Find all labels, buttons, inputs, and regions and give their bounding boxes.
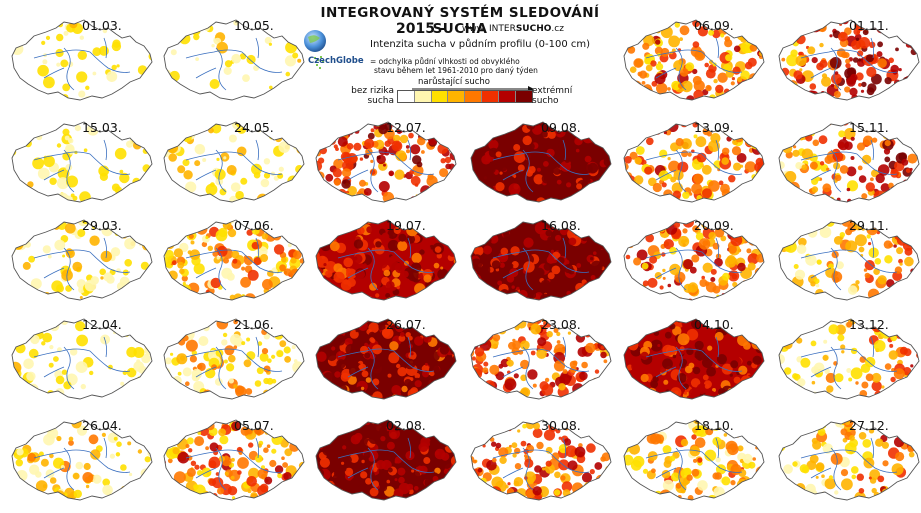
drought-map-06-09: 06.09. <box>616 8 769 110</box>
subtitle: Intenzita sucha v půdním profilu (0-100 … <box>370 39 591 50</box>
drought-map-09-08: 09.08. <box>463 110 616 212</box>
map-date-label: 13.12. <box>849 317 889 332</box>
map-date-label: 20.09. <box>694 218 734 233</box>
drought-map-29-11: 29.11. <box>771 208 921 310</box>
legend-left-label-2: sucha <box>367 96 394 106</box>
legend-arrow-label: narůstající sucho <box>418 77 490 87</box>
legend-left-label-1: bez rizika <box>351 86 394 96</box>
country-shape <box>779 319 919 399</box>
map-date-label: 12.07. <box>386 120 426 135</box>
map-date-label: 15.03. <box>82 120 122 135</box>
drought-map-02-08: 02.08. <box>308 408 461 510</box>
drought-map-26-04: 26.04. <box>4 408 157 510</box>
drought-map-27-12: 27.12. <box>771 408 921 510</box>
drought-map-16-08: 16.08. <box>463 208 616 310</box>
map-date-label: 01.03. <box>82 18 122 33</box>
legend-swatch-1 <box>414 91 432 102</box>
website-suffix: .cz <box>551 24 564 34</box>
legend-swatch-6 <box>498 91 516 102</box>
drought-map-04-10: 04.10. <box>616 307 769 409</box>
map-date-label: 21.06. <box>234 317 274 332</box>
drought-map-07-06: 07.06. <box>156 208 309 310</box>
description-line-1: = odchylka půdní vlhkosti od obvyklého <box>370 57 520 66</box>
drought-map-12-07: 12.07. <box>308 110 461 212</box>
map-date-label: 12.04. <box>82 317 122 332</box>
website-prefix: www. <box>462 24 487 34</box>
map-date-label: 02.08. <box>386 418 426 433</box>
drought-map-24-05: 24.05. <box>156 110 309 212</box>
legend-right-label-2: sucho <box>532 96 559 106</box>
drought-map-30-08: 30.08. <box>463 408 616 510</box>
website-link[interactable]: www. INTERSUCHO.cz <box>462 24 564 34</box>
map-date-label: 15.11. <box>849 120 889 135</box>
map-date-label: 18.10. <box>694 418 734 433</box>
map-date-label: 05.07. <box>234 418 274 433</box>
drought-map-19-07: 19.07. <box>308 208 461 310</box>
drought-map-21-06: 21.06. <box>156 307 309 409</box>
map-date-label: 04.10. <box>694 317 734 332</box>
legend-right-label-1: extrémní <box>532 86 573 96</box>
map-date-label: 19.07. <box>386 218 426 233</box>
drought-map-10-05: 10.05. <box>156 8 309 110</box>
description-line-2: stavu během let 1961-2010 pro daný týden <box>374 66 538 75</box>
czechglobe-logo: CzechGlobe <box>300 29 364 69</box>
main-title: INTEGROVANÝ SYSTÉM SLEDOVÁNÍ SUCHA <box>320 5 600 37</box>
drought-map-18-10: 18.10. <box>616 408 769 510</box>
map-date-label: 07.06. <box>234 218 274 233</box>
drought-map-12-04: 12.04. <box>4 307 157 409</box>
legend-swatch-4 <box>465 91 482 102</box>
map-date-label: 27.12. <box>849 418 889 433</box>
logo-text: CzechGlobe <box>308 56 364 66</box>
map-date-label: 09.08. <box>541 120 581 135</box>
drought-map-29-03: 29.03. <box>4 208 157 310</box>
drought-map-20-09: 20.09. <box>616 208 769 310</box>
legend-swatch-0 <box>398 91 415 102</box>
legend-swatch-7 <box>515 91 533 102</box>
legend-swatch-5 <box>481 91 499 102</box>
map-date-label: 01.11. <box>849 18 889 33</box>
drought-map-01-03: 01.03. <box>4 8 157 110</box>
country-shape <box>12 220 152 300</box>
website-plain: INTER <box>489 24 516 34</box>
legend-left-label: bez rizika sucha <box>348 86 394 106</box>
drought-map-05-07: 05.07. <box>156 408 309 510</box>
country-shape <box>12 122 152 202</box>
map-date-label: 30.08. <box>541 418 581 433</box>
legend-right-label: extrémní sucho <box>532 86 572 106</box>
map-date-label: 26.07. <box>386 317 426 332</box>
website-bold: SUCHO <box>515 24 552 34</box>
drought-map-23-08: 23.08. <box>463 307 616 409</box>
map-date-label: 23.08. <box>541 317 581 332</box>
drought-map-01-11: 01.11. <box>771 8 921 110</box>
title-year: 2015 - <box>396 21 446 37</box>
map-date-label: 26.04. <box>82 418 122 433</box>
map-date-label: 06.09. <box>694 18 734 33</box>
drought-map-15-03: 15.03. <box>4 110 157 212</box>
drought-map-13-09: 13.09. <box>616 110 769 212</box>
legend-color-scale <box>397 90 534 103</box>
legend-swatch-3 <box>448 91 466 102</box>
drought-map-15-11: 15.11. <box>771 110 921 212</box>
drought-map-26-07: 26.07. <box>308 307 461 409</box>
map-date-label: 16.08. <box>541 218 581 233</box>
header-panel: INTEGROVANÝ SYSTÉM SLEDOVÁNÍ SUCHA 2015 … <box>300 0 620 118</box>
map-date-label: 10.05. <box>234 18 274 33</box>
map-date-label: 13.09. <box>694 120 734 135</box>
country-shape <box>471 420 611 500</box>
map-date-label: 29.11. <box>849 218 889 233</box>
map-date-label: 24.05. <box>234 120 274 135</box>
legend-swatch-2 <box>431 91 449 102</box>
drought-map-13-12: 13.12. <box>771 307 921 409</box>
map-date-label: 29.03. <box>82 218 122 233</box>
